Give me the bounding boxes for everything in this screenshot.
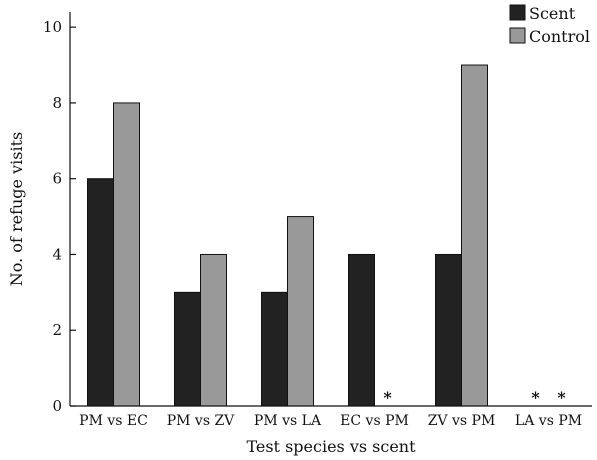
y-tick-label-6: 6 xyxy=(52,170,62,188)
x-tick-label-ec-vs-pm: EC vs PM xyxy=(340,413,409,429)
axes-group xyxy=(69,12,592,407)
bar-control-pm-vs-zv xyxy=(200,253,227,407)
x-tick-label-pm-vs-zv: PM vs ZV xyxy=(167,413,235,429)
bar-scent-ec-vs-pm xyxy=(348,253,375,407)
annotations-group: * * * xyxy=(383,388,566,407)
bar-scent-pm-vs-zv xyxy=(174,291,201,407)
x-tick-label-la-vs-pm: LA vs PM xyxy=(515,413,582,429)
y-tick-label-8: 8 xyxy=(52,94,62,112)
x-tick-label-zv-vs-pm: ZV vs PM xyxy=(428,413,496,429)
x-axis-title: Test species vs scent xyxy=(246,437,416,456)
legend-label-scent: Scent xyxy=(529,4,576,23)
bars-group xyxy=(87,64,488,407)
y-tick-label-2: 2 xyxy=(52,321,62,339)
bar-control-pm-vs-la xyxy=(287,216,314,407)
x-category-labels: PM vs EC PM vs ZV PM vs LA EC vs PM ZV vs PM… xyxy=(79,413,582,429)
bar-control-pm-vs-ec xyxy=(113,102,140,407)
legend-swatch-scent xyxy=(509,4,526,21)
bar-scent-pm-vs-ec xyxy=(87,178,114,407)
legend: Scent Control xyxy=(509,4,590,46)
bar-scent-zv-vs-pm xyxy=(435,253,462,407)
annotation-ec-vs-pm-control: * xyxy=(383,388,392,407)
bar-scent-pm-vs-la xyxy=(261,291,288,407)
legend-label-control: Control xyxy=(529,27,590,46)
legend-swatch-control xyxy=(509,27,526,44)
y-axis-title: No. of refuge visits xyxy=(7,132,26,286)
annotation-la-vs-pm-control: * xyxy=(557,388,566,407)
x-tick-label-pm-vs-la: PM vs LA xyxy=(254,413,322,429)
y-tick-label-0: 0 xyxy=(52,397,62,415)
annotation-la-vs-pm-scent: * xyxy=(531,388,540,407)
y-tick-label-4: 4 xyxy=(52,245,62,263)
y-tick-label-10: 10 xyxy=(43,18,62,36)
y-ticks-group: 0 2 4 6 8 10 xyxy=(43,18,76,415)
bar-control-zv-vs-pm xyxy=(461,64,488,407)
x-tick-label-pm-vs-ec: PM vs EC xyxy=(79,413,148,429)
